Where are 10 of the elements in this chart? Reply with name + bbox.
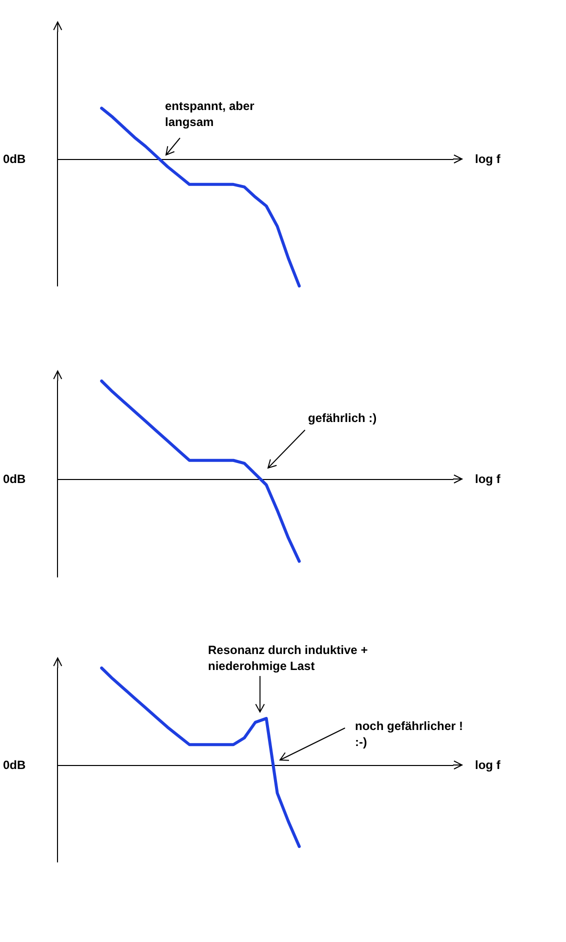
y-axis-title: 0dB — [3, 758, 26, 772]
x-axis-title: log f — [475, 758, 502, 772]
y-axis-title: 0dB — [3, 472, 26, 486]
x-axis-title: log f — [475, 472, 502, 486]
annotation: noch gefährlicher ! :-) — [355, 719, 464, 749]
y-axis-title: 0dB — [3, 152, 26, 166]
x-axis-title: log f — [475, 152, 502, 166]
annotation: entspannt, aber langsam — [165, 99, 255, 129]
annotation: gefährlich :) — [308, 411, 377, 425]
annotation: Resonanz durch induktive + niederohmige Last — [208, 643, 368, 673]
